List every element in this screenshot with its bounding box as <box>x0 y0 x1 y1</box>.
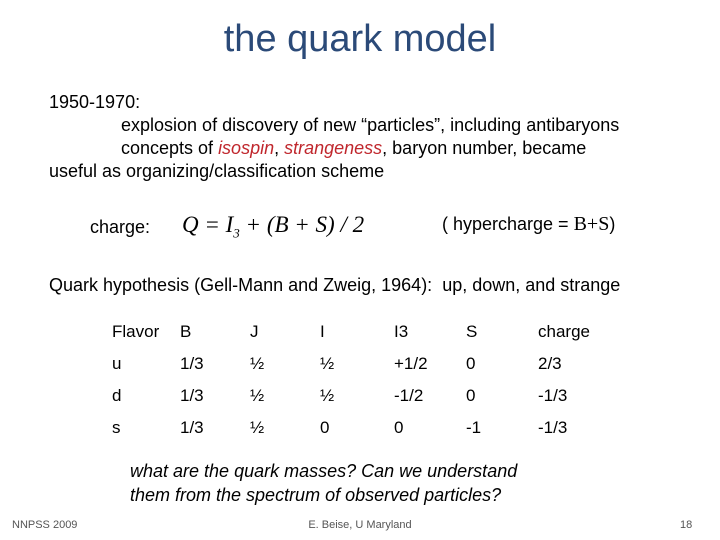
table-cell: u <box>112 354 122 373</box>
formula-part: + (B + S) / 2 <box>239 212 365 237</box>
table-cell: s <box>112 418 121 437</box>
charge-label: charge: <box>90 217 151 237</box>
table-cell: 0 <box>320 418 330 437</box>
question: them from the spectrum of observed parti… <box>130 485 502 505</box>
term: isospin <box>218 138 275 158</box>
period: 1950-1970: <box>49 92 141 112</box>
page-number: 18 <box>680 519 693 531</box>
text: , <box>274 138 285 158</box>
table-cell: -1 <box>466 418 482 437</box>
table-cell: 1/3 <box>180 418 204 437</box>
term: strangeness <box>284 138 383 158</box>
header-cell: I <box>320 322 325 341</box>
title: the quark model <box>223 18 497 60</box>
header-cell: Flavor <box>112 322 160 341</box>
table-cell: ½ <box>320 386 335 405</box>
body-line: useful as organizing/classification sche… <box>49 161 385 181</box>
table-cell: 0 <box>394 418 404 437</box>
header-cell: I3 <box>394 322 409 341</box>
hypothesis: Quark hypothesis (Gell-Mann and Zweig, 1… <box>49 275 621 295</box>
formula-sub: 3 <box>233 225 240 241</box>
header-cell: B <box>180 322 192 341</box>
body-line: concepts of isospin, strangeness, baryon… <box>121 138 586 159</box>
body-line: explosion of discovery of new “particles… <box>121 115 620 135</box>
table-cell: -1/2 <box>394 386 424 405</box>
table-cell: 1/3 <box>180 386 204 405</box>
table-cell: ½ <box>250 354 265 373</box>
header-cell: J <box>250 322 259 341</box>
table-cell: ½ <box>250 418 265 437</box>
table-cell: -1/3 <box>538 418 568 437</box>
formula-part: Q = I <box>182 212 234 237</box>
table-cell: -1/3 <box>538 386 568 405</box>
expr: B+S <box>573 213 610 235</box>
footer-center: E. Beise, U Maryland <box>308 519 412 531</box>
question: what are the quark masses? Can we unders… <box>130 461 518 481</box>
table-cell: ½ <box>250 386 265 405</box>
header-cell: S <box>466 322 478 341</box>
header-cell: charge <box>538 322 590 341</box>
hypercharge: ( hypercharge = B+S) <box>442 213 615 236</box>
table-cell: 1/3 <box>180 354 204 373</box>
text: ( hypercharge = <box>442 214 574 234</box>
table-cell: +1/2 <box>394 354 428 373</box>
text: concepts of <box>121 138 219 158</box>
table-cell: 2/3 <box>538 354 562 373</box>
text: , baryon number, became <box>382 138 587 158</box>
text: ) <box>609 214 616 234</box>
table-cell: 0 <box>466 386 476 405</box>
table-cell: ½ <box>320 354 335 373</box>
table-cell: d <box>112 386 122 405</box>
formula: Q = I3 + (B + S) / 2 <box>182 212 364 242</box>
table-cell: 0 <box>466 354 476 373</box>
footer-left: NNPSS 2009 <box>12 519 78 531</box>
